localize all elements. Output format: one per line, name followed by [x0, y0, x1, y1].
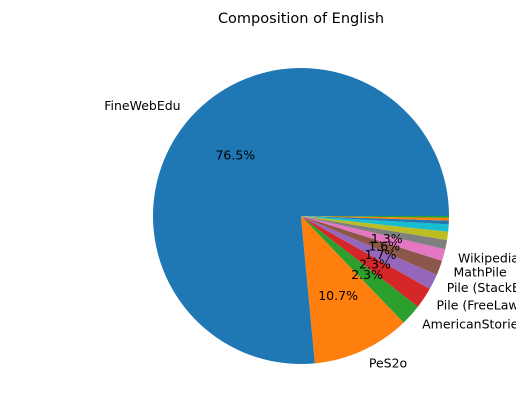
pct-label-finewebedu: 76.5% — [215, 148, 255, 163]
pie-slices — [153, 68, 449, 364]
slice-label-mathpile: MathPile — [454, 265, 507, 280]
chart-title: Composition of English — [218, 11, 384, 27]
slice-label-pile-stackexchange: Pile (StackExchange) — [447, 280, 516, 295]
slice-label-pes2o: PeS2o — [369, 356, 407, 371]
pct-label-pes2o: 10.7% — [318, 288, 358, 303]
pct-label-wikipedia: 1.3% — [371, 231, 403, 246]
slice-label-finewebedu: FineWebEdu — [104, 98, 180, 113]
slice-label-americanstories: AmericanStories — [422, 316, 516, 331]
slice-label-pile-freelaw: Pile (FreeLaw) — [437, 298, 516, 313]
slice-label-wikipedia: Wikipedia — [458, 251, 516, 266]
